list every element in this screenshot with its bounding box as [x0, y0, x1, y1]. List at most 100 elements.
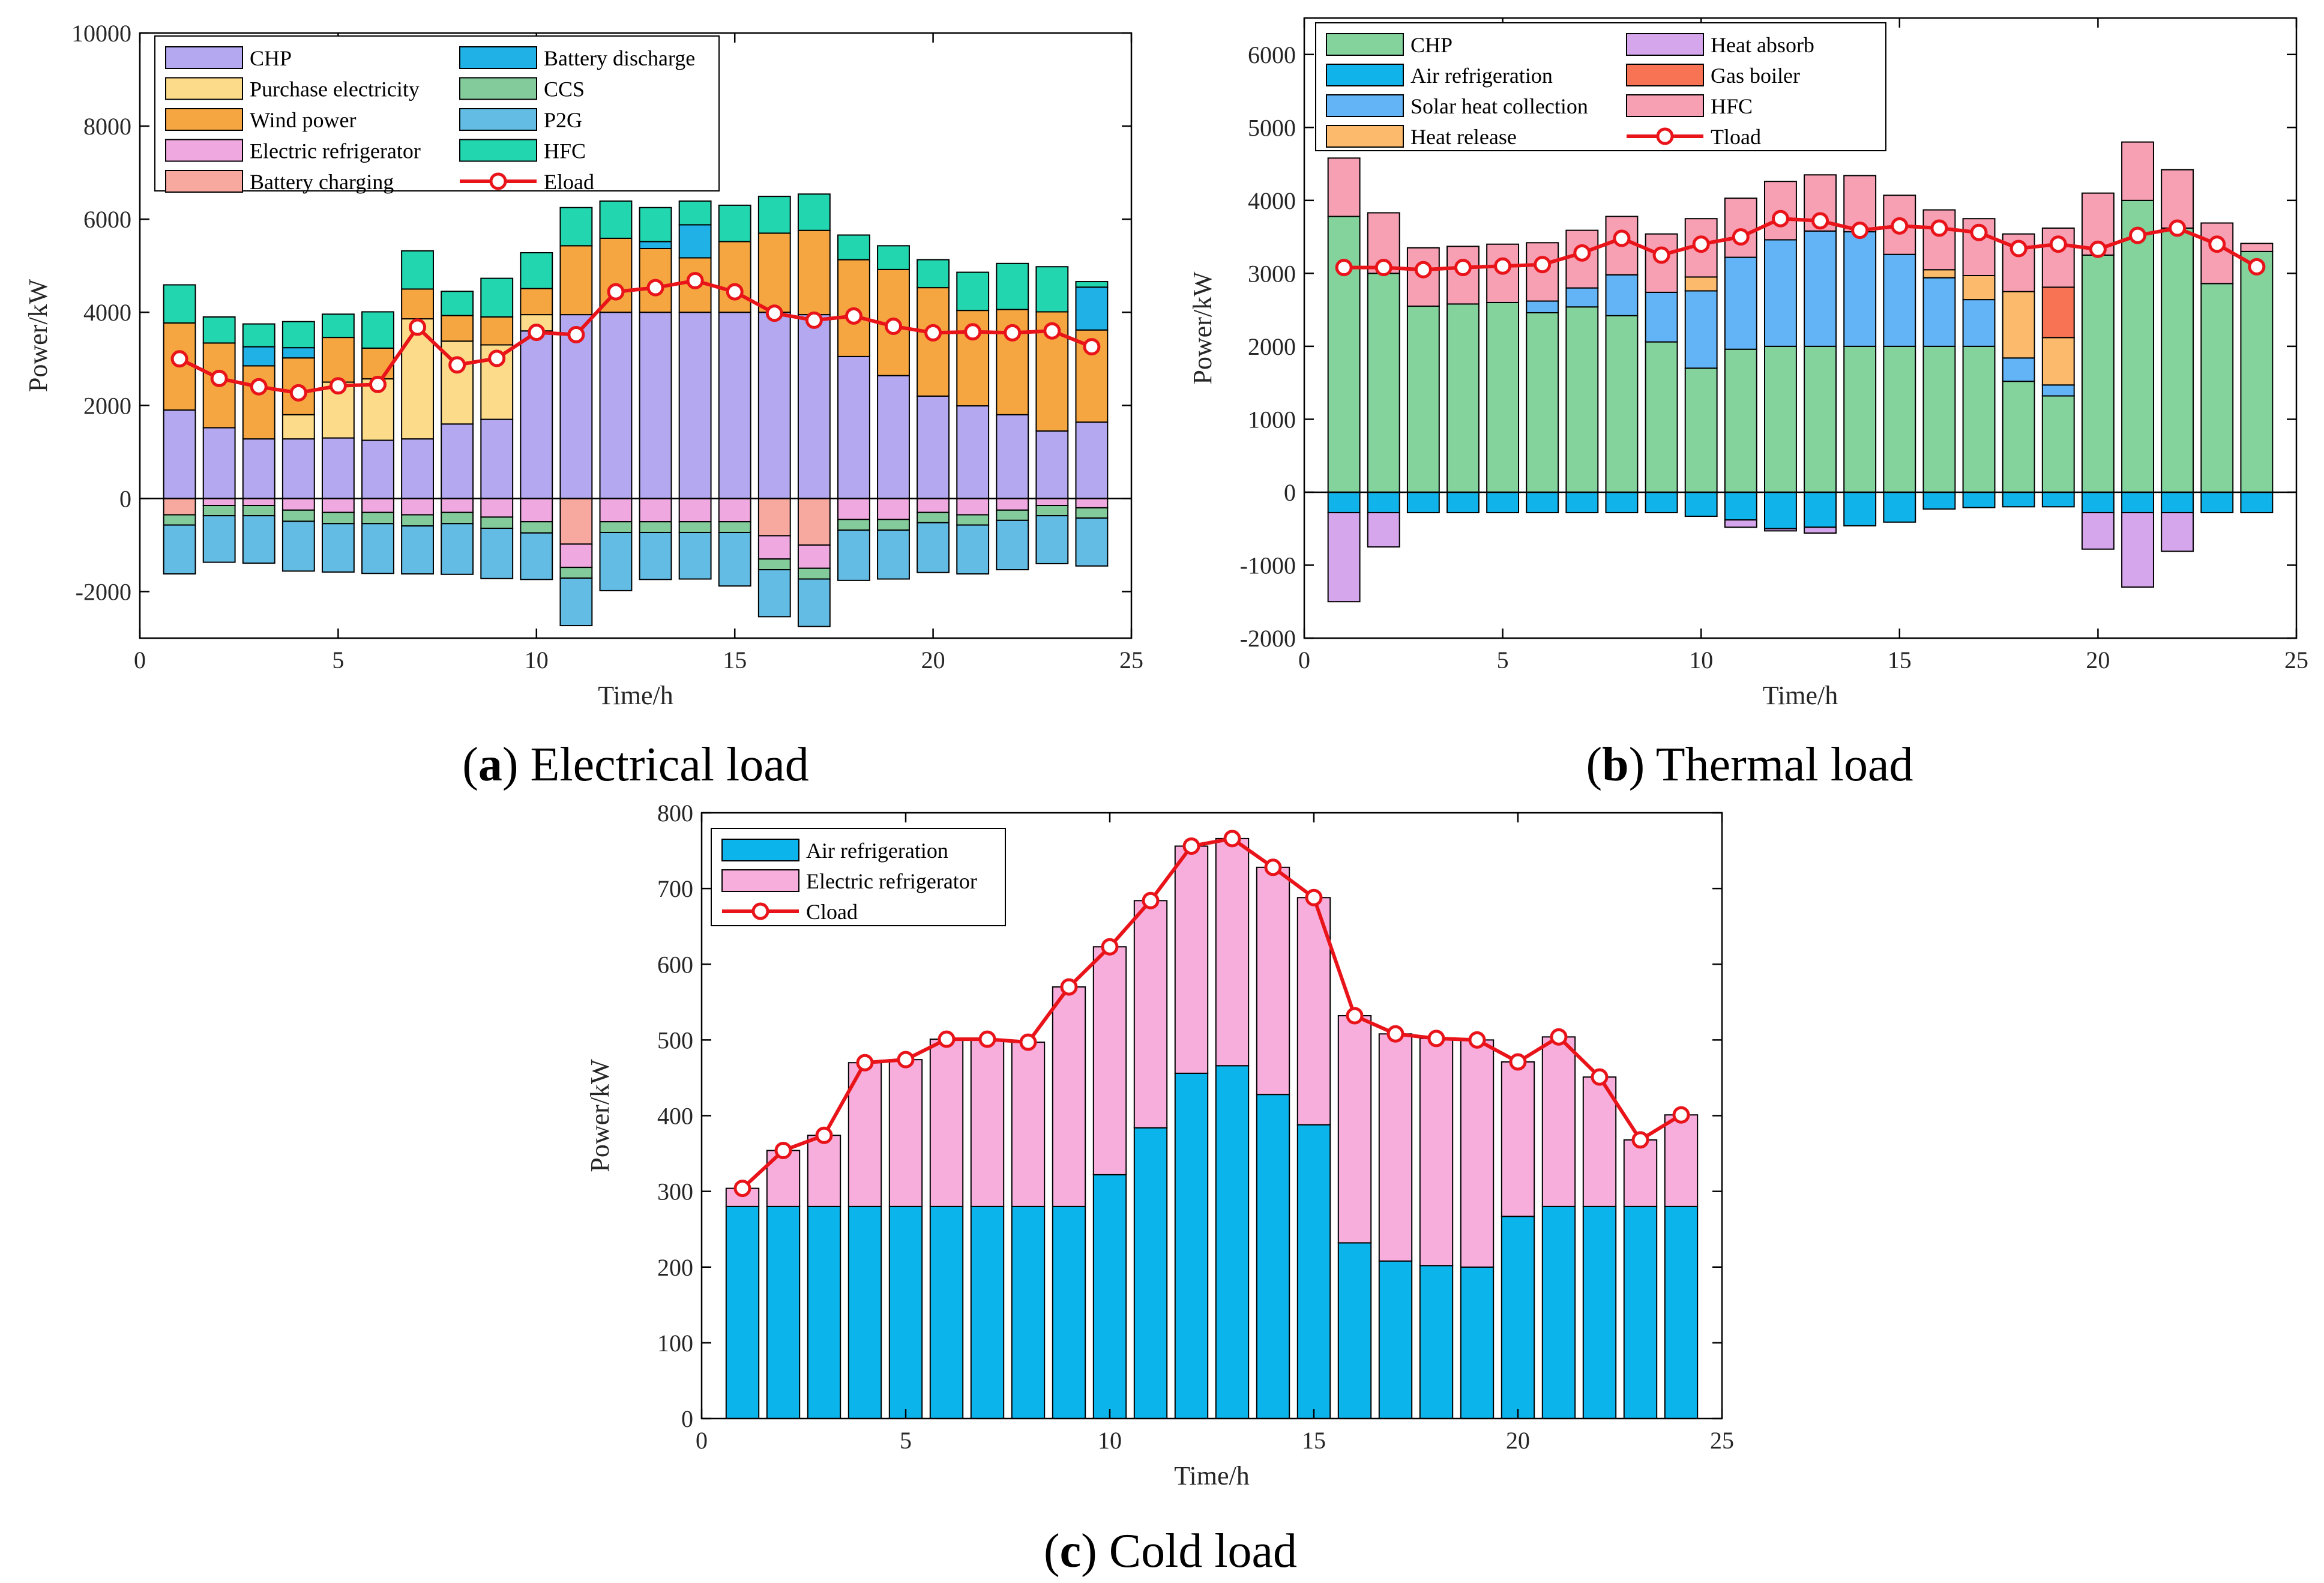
bar-air-refrigeration [766, 1205, 801, 1419]
line-marker-eload [924, 324, 942, 342]
line-marker-tload [2169, 219, 2187, 237]
bar-solar-heat-collection [1565, 287, 1599, 308]
bar-air-refrigeration [725, 1205, 760, 1419]
bar-hfc [718, 204, 751, 243]
legend-box [154, 35, 720, 191]
bar-heat-release [1962, 274, 1996, 301]
y-tick-label: 400 [657, 1103, 693, 1130]
bar-electric-refrigerator [401, 498, 434, 516]
line-marker-cload [1346, 1007, 1364, 1025]
line-marker-cload [1019, 1033, 1037, 1051]
bar-air-refrigeration [929, 1205, 964, 1419]
bar-p2g [996, 519, 1029, 571]
bar-air-refrigeration [2041, 491, 2075, 508]
bar-hfc [321, 313, 355, 339]
bar-electric-refrigerator [520, 498, 553, 523]
bar-p2g [599, 531, 633, 591]
line-marker-eload [528, 324, 546, 342]
bar-hfc [441, 291, 474, 316]
bar-chp [1883, 345, 1916, 493]
legend-swatch [1626, 64, 1704, 86]
bar-hfc [1724, 197, 1757, 258]
bar-electric-refrigerator [441, 498, 474, 513]
bar-electric-refrigerator [847, 1062, 882, 1207]
bar-chp [797, 314, 831, 499]
legend-label: Tload [1711, 125, 1761, 149]
x-tick-label: 15 [723, 647, 747, 674]
line-marker-cload [1509, 1053, 1527, 1071]
y-tick-label: 4000 [83, 299, 131, 326]
x-axis-label: Time/h [598, 681, 673, 710]
bar-ccs [877, 519, 910, 531]
bar-p2g [559, 577, 593, 627]
line-marker-eload [646, 279, 664, 297]
x-tick-label: 5 [900, 1427, 912, 1454]
line-marker-cload [1142, 891, 1160, 909]
bar-chp [2200, 283, 2234, 493]
bar-p2g [401, 525, 434, 574]
legend-label: HFC [1711, 94, 1753, 118]
bar-hfc [639, 207, 672, 243]
bar-air-refrigeration [1460, 1266, 1495, 1419]
line-marker-cload [1305, 888, 1323, 906]
bar-chp [321, 437, 355, 499]
legend-label: Eload [544, 170, 594, 194]
bar-air-refrigeration [1526, 491, 1559, 513]
bar-hfc [361, 311, 394, 349]
bar-chp [242, 438, 275, 499]
bar-chp [163, 409, 196, 499]
legend-swatch [459, 139, 537, 162]
bar-electric-refrigerator [757, 535, 791, 560]
bar-air-refrigeration [2240, 491, 2274, 513]
legend-marker [751, 902, 769, 920]
bar-air-refrigeration [1419, 1265, 1454, 1420]
caption-paren-open: ( [462, 738, 478, 791]
y-tick-label: 500 [657, 1027, 693, 1054]
bar-air-refrigeration [1367, 491, 1400, 513]
bar-solar-heat-collection [1684, 290, 1718, 369]
legend-label: P2G [544, 108, 582, 132]
line-marker-eload [1004, 324, 1022, 342]
line-marker-tload [1534, 256, 1552, 274]
bar-ccs [441, 511, 474, 525]
line-marker-eload [964, 323, 982, 341]
line-marker-cload [978, 1030, 996, 1048]
bar-chp [1446, 303, 1480, 493]
legend-swatch [721, 839, 799, 861]
line-marker-eload [329, 377, 347, 395]
axes-box [1303, 17, 2298, 639]
bar-chp [917, 395, 950, 499]
caption-text: ) Cold load [1081, 1525, 1297, 1578]
bar-purchase-electricity [321, 381, 355, 439]
bar-heat-absorb [1327, 511, 1361, 603]
x-tick-label: 25 [1119, 647, 1143, 674]
x-tick-label: 5 [332, 647, 344, 674]
legend-label: Air refrigeration [1410, 64, 1553, 88]
bar-chp [1486, 301, 1520, 493]
bar-electric-refrigerator [1011, 1042, 1046, 1207]
bar-air-refrigeration [1378, 1260, 1413, 1419]
bar-hfc [1327, 157, 1361, 217]
bar-electric-refrigerator [837, 498, 870, 520]
y-tick-label: 5000 [1248, 114, 1296, 141]
legend-label: Electric refrigerator [806, 869, 977, 893]
bar-chp [520, 330, 553, 499]
bar-hfc [559, 207, 593, 247]
bar-air-refrigeration [1052, 1205, 1086, 1419]
bar-hfc [996, 262, 1029, 310]
axes-box [139, 32, 1133, 639]
legend-marker [1656, 127, 1674, 145]
caption-text: ) Thermal load [1629, 738, 1913, 791]
line-marker-tload [1851, 222, 1869, 240]
bar-hfc [1035, 266, 1069, 313]
line-marker-eload [488, 349, 506, 367]
bar-p2g [837, 529, 870, 581]
legend-label: Battery discharge [544, 46, 695, 70]
bar-wind-power [441, 315, 474, 342]
line-marker-eload [369, 375, 387, 393]
bar-electric-refrigerator [970, 1039, 1005, 1207]
bar-air-refrigeration [1327, 491, 1361, 513]
bar-ccs [202, 505, 236, 517]
bar-electric-refrigerator [888, 1059, 923, 1207]
